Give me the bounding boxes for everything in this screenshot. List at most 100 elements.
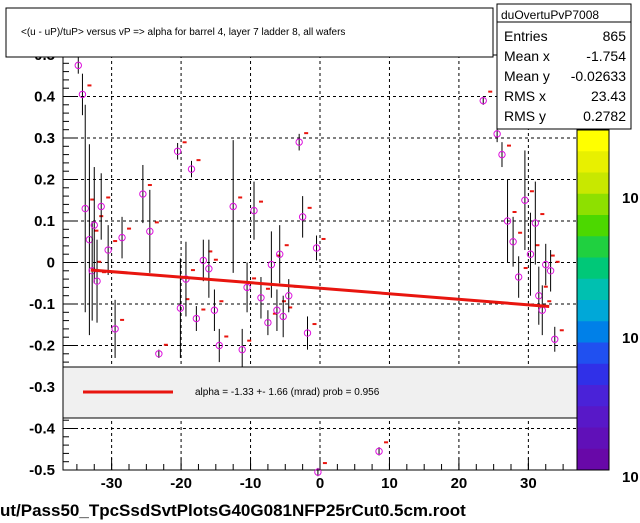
point-marker xyxy=(509,238,517,246)
color-bar-segment xyxy=(577,342,609,365)
point-marker xyxy=(155,350,163,358)
stats-value: 0.2782 xyxy=(583,108,626,124)
point-tag xyxy=(288,306,293,309)
point-tag xyxy=(550,254,555,257)
color-bar-segment xyxy=(577,278,609,301)
point-tag xyxy=(94,229,99,232)
point-tag xyxy=(224,335,229,338)
point-marker xyxy=(104,246,112,254)
stats-value: -0.02633 xyxy=(571,68,626,84)
point-marker xyxy=(215,341,223,350)
data-point xyxy=(498,142,511,168)
color-bar-segment xyxy=(577,448,609,471)
point-marker xyxy=(257,294,265,302)
data-point xyxy=(503,179,517,263)
point-tag xyxy=(201,308,206,311)
point-tag xyxy=(523,267,528,270)
point-tag xyxy=(488,90,493,93)
point-marker xyxy=(192,314,201,323)
data-point xyxy=(199,239,213,282)
data-point xyxy=(111,299,125,358)
color-bar-segment xyxy=(577,385,609,407)
stats-label: Mean y xyxy=(504,68,550,84)
color-bar-segment xyxy=(577,321,609,343)
fit-line xyxy=(90,268,550,308)
point-tag xyxy=(281,300,286,303)
data-point xyxy=(303,316,317,350)
point-tag xyxy=(272,312,277,315)
y-tick-label: 0.4 xyxy=(34,89,56,106)
data-point xyxy=(81,104,95,313)
point-tag xyxy=(506,144,511,147)
stats-label: Mean x xyxy=(504,48,550,64)
point-marker xyxy=(303,329,312,337)
x-tick-label: 30 xyxy=(520,475,537,492)
data-point xyxy=(210,289,224,331)
point-marker xyxy=(551,335,559,343)
color-bar xyxy=(576,129,610,471)
point-marker xyxy=(238,345,246,354)
point-marker xyxy=(264,318,272,327)
stats-name: duOvertuPvP7008 xyxy=(501,8,599,22)
point-tag xyxy=(276,254,281,257)
point-marker xyxy=(173,147,182,155)
data-point xyxy=(314,462,327,477)
point-marker xyxy=(78,90,87,99)
point-tag xyxy=(512,211,517,213)
data-point xyxy=(192,306,206,331)
point-tag xyxy=(87,84,92,87)
stats-rows: Entries 865 Mean x -1.754 Mean y -0.02633 RMS … xyxy=(504,28,626,124)
point-marker xyxy=(267,260,276,269)
point-marker xyxy=(526,250,535,258)
point-marker xyxy=(273,306,281,314)
fit-layer xyxy=(90,268,550,308)
point-marker xyxy=(111,325,119,333)
point-marker xyxy=(276,250,284,258)
point-tag xyxy=(555,260,560,263)
data-point xyxy=(250,181,264,240)
color-bar-segment xyxy=(577,151,609,173)
point-marker xyxy=(521,196,529,204)
point-marker xyxy=(503,217,512,225)
color-bar-segment xyxy=(577,406,609,428)
point-tag xyxy=(284,244,289,247)
point-tag xyxy=(219,300,224,303)
data-point xyxy=(238,328,252,371)
data-point xyxy=(514,256,528,298)
point-tag xyxy=(90,198,95,201)
stats-value: 865 xyxy=(603,28,627,44)
point-marker xyxy=(514,273,523,281)
stats-label: RMS y xyxy=(504,108,546,124)
point-marker xyxy=(93,277,101,285)
point-marker xyxy=(542,260,550,269)
point-tag xyxy=(518,231,523,234)
point-marker xyxy=(250,206,258,215)
y-tick-label: 0.3 xyxy=(34,130,55,147)
data-point xyxy=(546,250,560,292)
point-marker xyxy=(279,312,287,321)
color-bar-segment xyxy=(577,363,609,386)
data-point xyxy=(273,289,286,331)
color-bar-segment xyxy=(577,236,609,258)
point-marker xyxy=(187,165,196,173)
data-point xyxy=(176,258,190,358)
point-tag xyxy=(106,196,111,199)
color-bar-segment xyxy=(577,427,609,450)
chart-title: <(u - uP)/tuP> versus vP => alpha for ba… xyxy=(21,27,345,38)
data-point xyxy=(215,328,229,363)
point-marker xyxy=(312,244,321,252)
point-marker xyxy=(210,306,219,314)
x-tick-label: -20 xyxy=(170,475,192,492)
color-bar-segment xyxy=(577,300,609,322)
point-tag xyxy=(307,206,312,209)
data-point xyxy=(146,189,159,273)
data-point xyxy=(276,225,289,284)
point-marker xyxy=(97,202,105,211)
point-marker xyxy=(375,447,383,456)
point-tag xyxy=(547,300,552,303)
point-marker xyxy=(498,150,506,159)
data-point xyxy=(521,150,534,251)
title-box: <(u - uP)/tuP> versus vP => alpha for ba… xyxy=(5,7,494,58)
data-point xyxy=(139,164,152,224)
